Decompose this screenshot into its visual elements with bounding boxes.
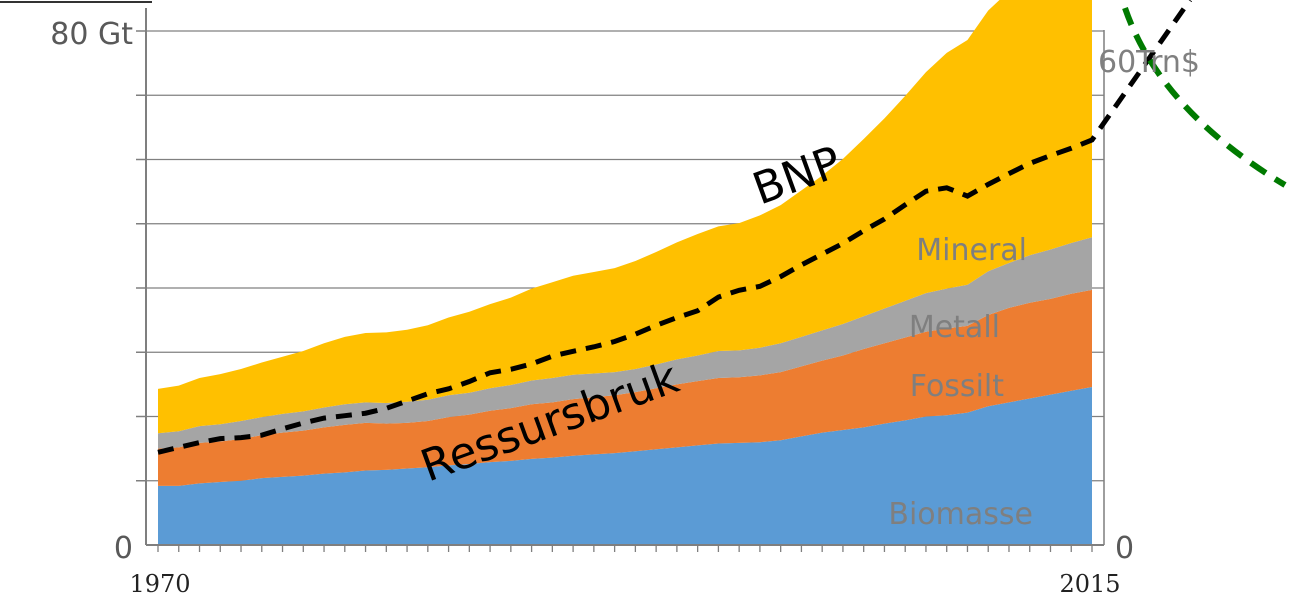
y-right-bottom-label: 0 (1115, 531, 1134, 566)
area-biomasse (158, 386, 1092, 545)
green-dashed-line (1122, 7, 1287, 188)
area-mineral (158, 0, 1092, 434)
y-right-top-label: 60Trn$ (1098, 45, 1200, 80)
area-fossilt (158, 289, 1092, 486)
area-series (158, 0, 1092, 545)
y-left-top-label: 80 Gt (50, 17, 133, 52)
y-left-bottom-label: 0 (114, 531, 133, 566)
label-mineral: Mineral (916, 233, 1027, 268)
bnp-line (157, 0, 1193, 455)
label-metall: Metall (909, 310, 1000, 345)
label-biomasse: Biomasse (888, 497, 1033, 532)
area-metall (158, 237, 1092, 449)
label-fossilt: Fossilt (910, 369, 1004, 404)
x-ticks (157, 545, 1093, 552)
x-label-start: 1970 (129, 570, 190, 598)
y-ticks (136, 30, 146, 482)
x-label-end: 2015 (1059, 570, 1120, 598)
